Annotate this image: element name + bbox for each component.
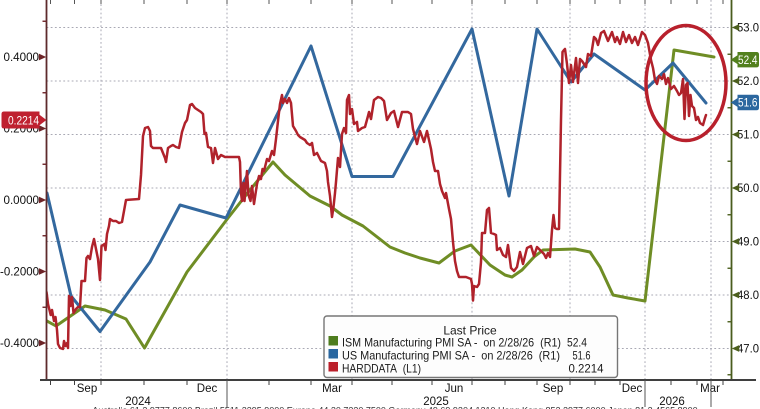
svg-text:Jun: Jun (445, 383, 464, 395)
svg-text:51.6: 51.6 (573, 349, 591, 363)
svg-text:49.0: 49.0 (737, 235, 759, 249)
svg-text:Sep: Sep (543, 383, 563, 395)
svg-text:47.0: 47.0 (737, 342, 759, 356)
svg-text:Dec: Dec (197, 383, 218, 395)
svg-text:Sep: Sep (77, 383, 97, 395)
svg-text:2026: 2026 (659, 396, 685, 408)
svg-text:52.0: 52.0 (737, 74, 759, 88)
svg-text:-0.4000: -0.4000 (0, 336, 39, 350)
svg-text:0.2214: 0.2214 (569, 362, 604, 376)
svg-text:0.0000: 0.0000 (4, 193, 40, 207)
svg-text:0.2214: 0.2214 (8, 113, 39, 127)
svg-text:0.4000: 0.4000 (4, 50, 40, 64)
svg-text:US Manufacturing PMI SA - on: US Manufacturing PMI SA - on 2/28/26 (R1… (342, 349, 560, 363)
svg-text:Mar: Mar (700, 383, 720, 395)
svg-text:Australia 61 2 9777 8600 Brazi: Australia 61 2 9777 8600 Brazil 5511 239… (92, 406, 697, 409)
svg-text:48.0: 48.0 (737, 288, 759, 302)
svg-text:Last Price: Last Price (443, 324, 497, 338)
svg-text:51.6: 51.6 (738, 96, 758, 110)
svg-text:2025: 2025 (423, 396, 449, 408)
svg-text:52.4: 52.4 (738, 53, 758, 67)
svg-text:Mar: Mar (322, 383, 342, 395)
svg-text:52.4: 52.4 (567, 336, 587, 350)
svg-text:HARDDATA (L1): HARDDATA (L1) (342, 362, 421, 376)
svg-text:ISM Manufacturing PMI SA - on: ISM Manufacturing PMI SA - on 2/28/26 (R… (342, 336, 561, 350)
svg-text:-0.2000: -0.2000 (0, 265, 39, 279)
svg-text:50.0: 50.0 (737, 181, 759, 195)
svg-text:2024: 2024 (125, 396, 151, 408)
svg-text:53.0: 53.0 (737, 21, 759, 35)
svg-text:Dec: Dec (622, 383, 643, 395)
svg-text:51.0: 51.0 (737, 128, 759, 142)
